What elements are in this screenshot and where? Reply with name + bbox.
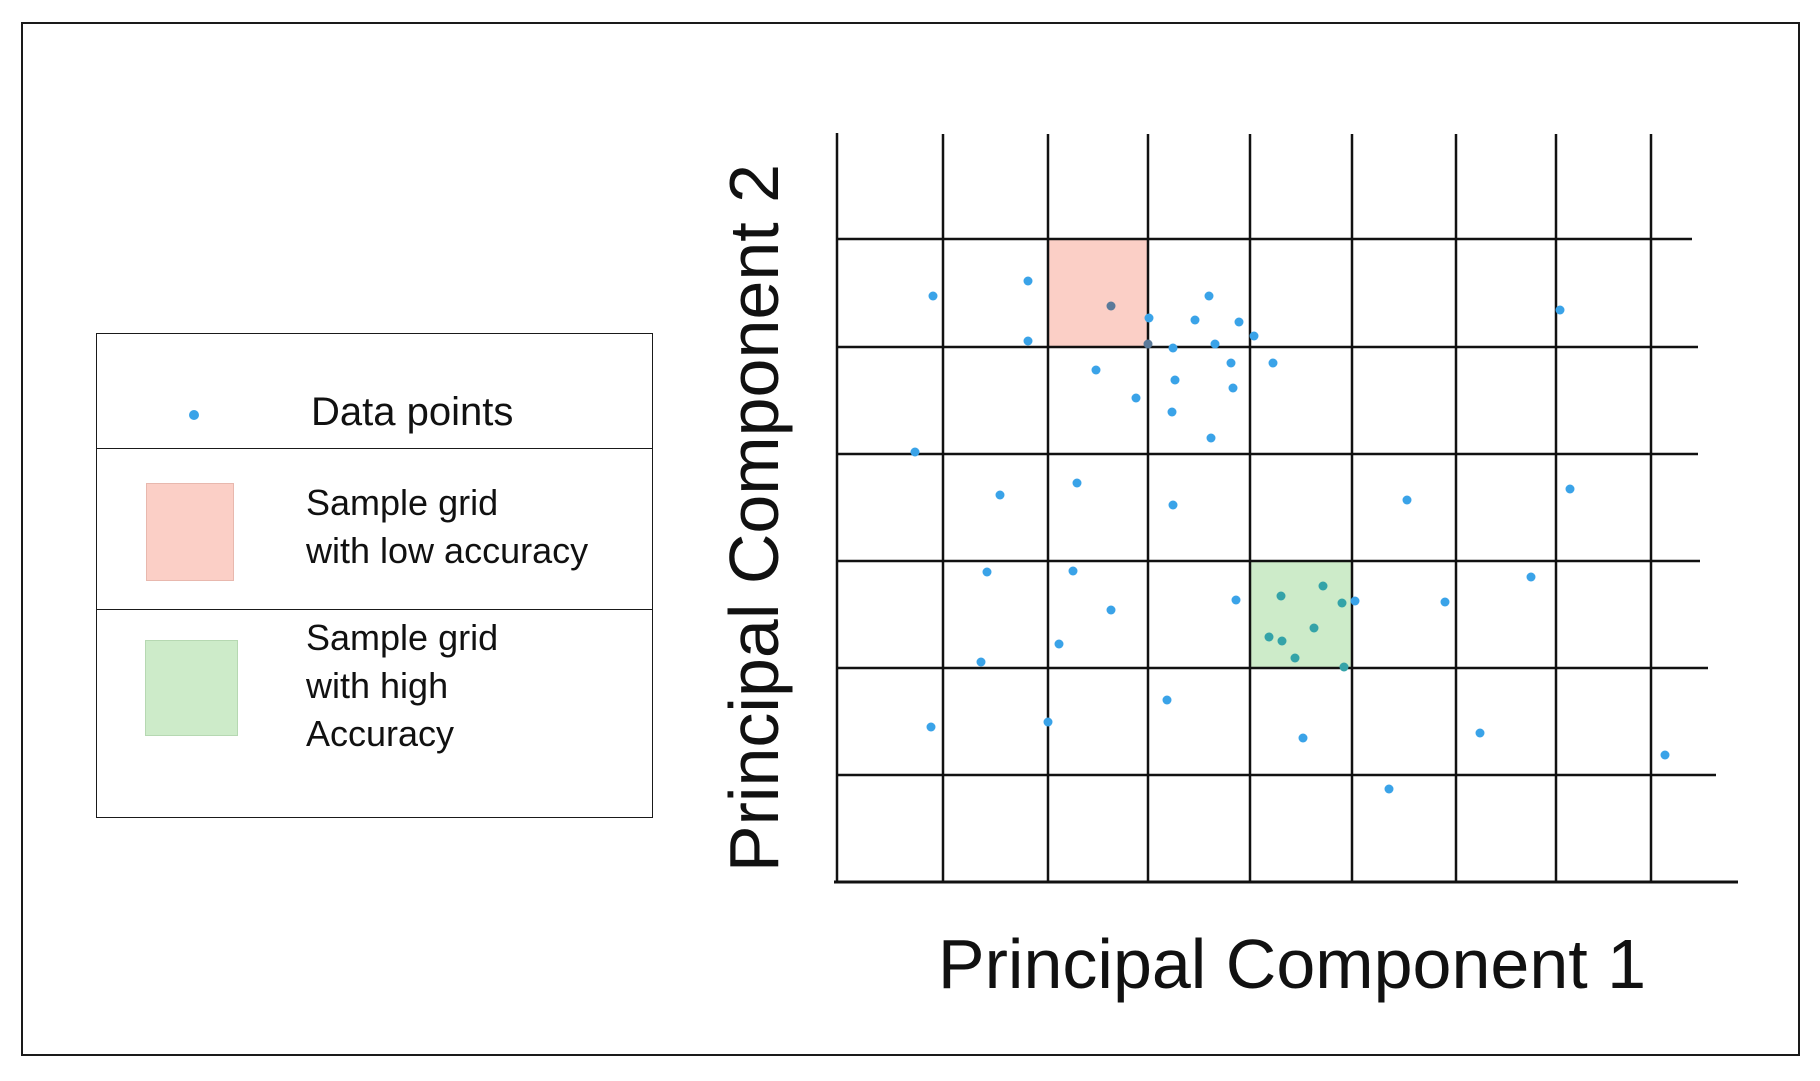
data-point (976, 657, 986, 667)
data-point (1190, 315, 1200, 325)
data-point (1350, 596, 1360, 606)
data-point (1475, 728, 1485, 738)
legend-data-points-label: Data points (311, 390, 514, 434)
data-point (1162, 695, 1172, 705)
data-point (1565, 484, 1575, 494)
highlight-cells (1048, 239, 1352, 668)
data-point (1249, 331, 1259, 341)
high-accuracy-swatch (145, 640, 238, 736)
legend-high-line2: with high (306, 665, 449, 706)
legend-high-accuracy-label: Sample grid with high Accuracy (306, 614, 498, 758)
data-point (1167, 407, 1177, 417)
data-point (926, 722, 936, 732)
data-point-marker-icon (189, 410, 199, 420)
data-point (1337, 598, 1347, 608)
data-point (1106, 301, 1116, 311)
data-point (1106, 605, 1116, 615)
legend-row-high-accuracy: Sample grid with high Accuracy (97, 610, 652, 817)
data-point (1091, 365, 1101, 375)
data-point (1231, 595, 1241, 605)
data-point (1204, 291, 1214, 301)
high-accuracy-cell (1250, 561, 1352, 668)
data-point (1440, 597, 1450, 607)
data-point (1277, 636, 1287, 646)
data-point (1309, 623, 1319, 633)
data-point (910, 447, 920, 457)
data-point (1318, 581, 1328, 591)
data-point (1290, 653, 1300, 663)
data-point (1276, 591, 1286, 601)
data-point (1131, 393, 1141, 403)
data-point (1168, 343, 1178, 353)
data-point (1170, 375, 1180, 385)
data-point (1168, 500, 1178, 510)
legend-row-low-accuracy: Sample grid with low accuracy (97, 449, 652, 610)
data-point (1402, 495, 1412, 505)
data-point (928, 291, 938, 301)
data-point (982, 567, 992, 577)
data-point (1054, 639, 1064, 649)
low-accuracy-cell (1048, 239, 1148, 347)
legend-row-data-points: Data points (97, 334, 652, 449)
data-point (1023, 336, 1033, 346)
legend-high-line3: Accuracy (306, 713, 455, 754)
legend-low-accuracy-label: Sample grid with low accuracy (306, 479, 588, 575)
data-point (1264, 632, 1274, 642)
data-point (1555, 305, 1565, 315)
legend-low-line1: Sample grid (306, 482, 499, 523)
data-point (1268, 358, 1278, 368)
data-point (1210, 339, 1220, 349)
data-point (1143, 339, 1153, 349)
data-point (1144, 313, 1154, 323)
y-axis-label: Principal Component 2 (715, 164, 793, 872)
low-accuracy-swatch (146, 483, 234, 581)
figure-frame (21, 22, 1800, 1056)
data-point (1298, 733, 1308, 743)
data-point (995, 490, 1005, 500)
data-point (1043, 717, 1053, 727)
data-point (1206, 433, 1216, 443)
data-point (1339, 662, 1349, 672)
grid-lines (834, 133, 1738, 884)
data-point (1660, 750, 1670, 760)
data-points (910, 276, 1670, 794)
data-point (1526, 572, 1536, 582)
x-axis-label: Principal Component 1 (938, 925, 1646, 1003)
data-point (1068, 566, 1078, 576)
data-point (1228, 383, 1238, 393)
data-point (1226, 358, 1236, 368)
legend-low-line2: with low accuracy (306, 530, 589, 571)
data-point (1384, 784, 1394, 794)
data-point (1023, 276, 1033, 286)
data-point (1234, 317, 1244, 327)
legend-box: Data points Sample grid with low accuracy… (96, 333, 653, 818)
legend-high-line1: Sample grid (306, 617, 499, 658)
data-point (1072, 478, 1082, 488)
